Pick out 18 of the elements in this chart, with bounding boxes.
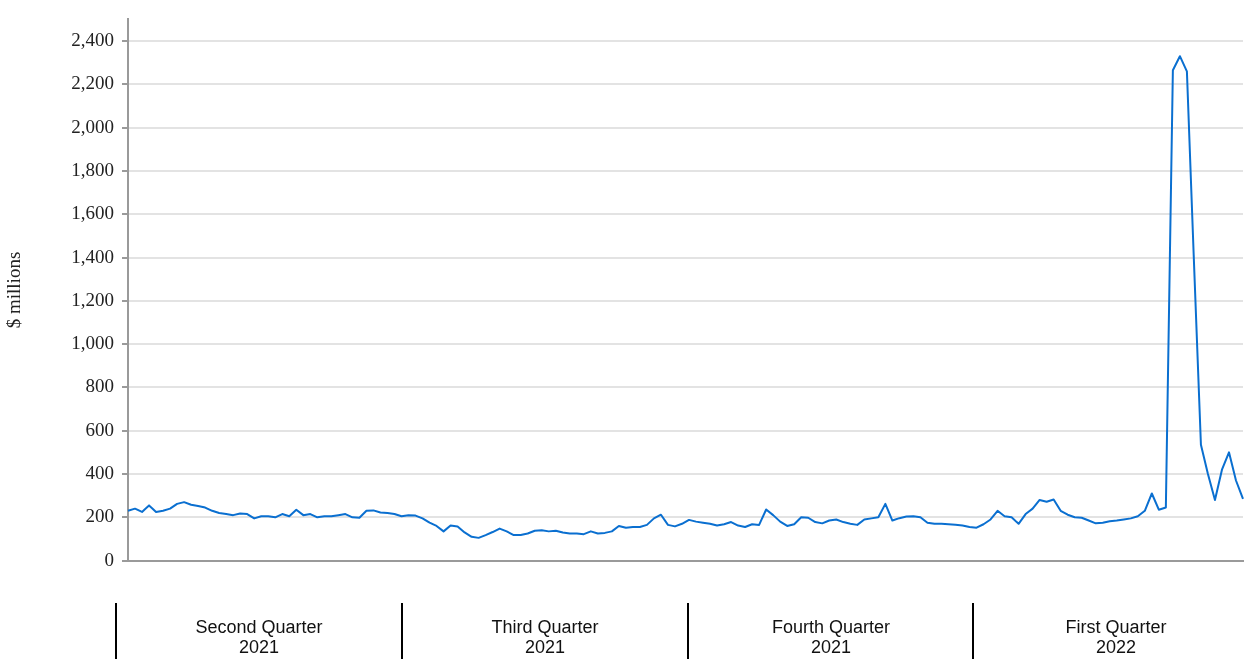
y-tick-label: 1,800 <box>71 158 114 180</box>
y-tick-label: 600 <box>85 418 114 440</box>
y-tick-label: 2,000 <box>71 115 114 137</box>
y-tick-label: 800 <box>85 375 114 397</box>
text: Third Quarter 2021 <box>401 603 687 659</box>
y-tick-label: 1,600 <box>71 202 114 224</box>
y-tick-label: 0 <box>104 548 114 570</box>
y-axis-title: $ millions <box>3 251 25 329</box>
y-tick-label: 200 <box>85 505 114 527</box>
text: First Quarter 2022 <box>972 603 1244 659</box>
y-tick-label: 2,400 <box>71 29 114 51</box>
y-tick-label: 1,200 <box>71 288 114 310</box>
y-tick-label: 2,200 <box>71 72 114 94</box>
text: Second Quarter 2021 <box>115 603 401 659</box>
y-tick-label: 400 <box>85 461 114 483</box>
y-tick-label: 1,400 <box>71 245 114 267</box>
text: Fourth Quarter 2021 <box>687 603 973 659</box>
y-tick-label: 1,000 <box>71 332 114 354</box>
